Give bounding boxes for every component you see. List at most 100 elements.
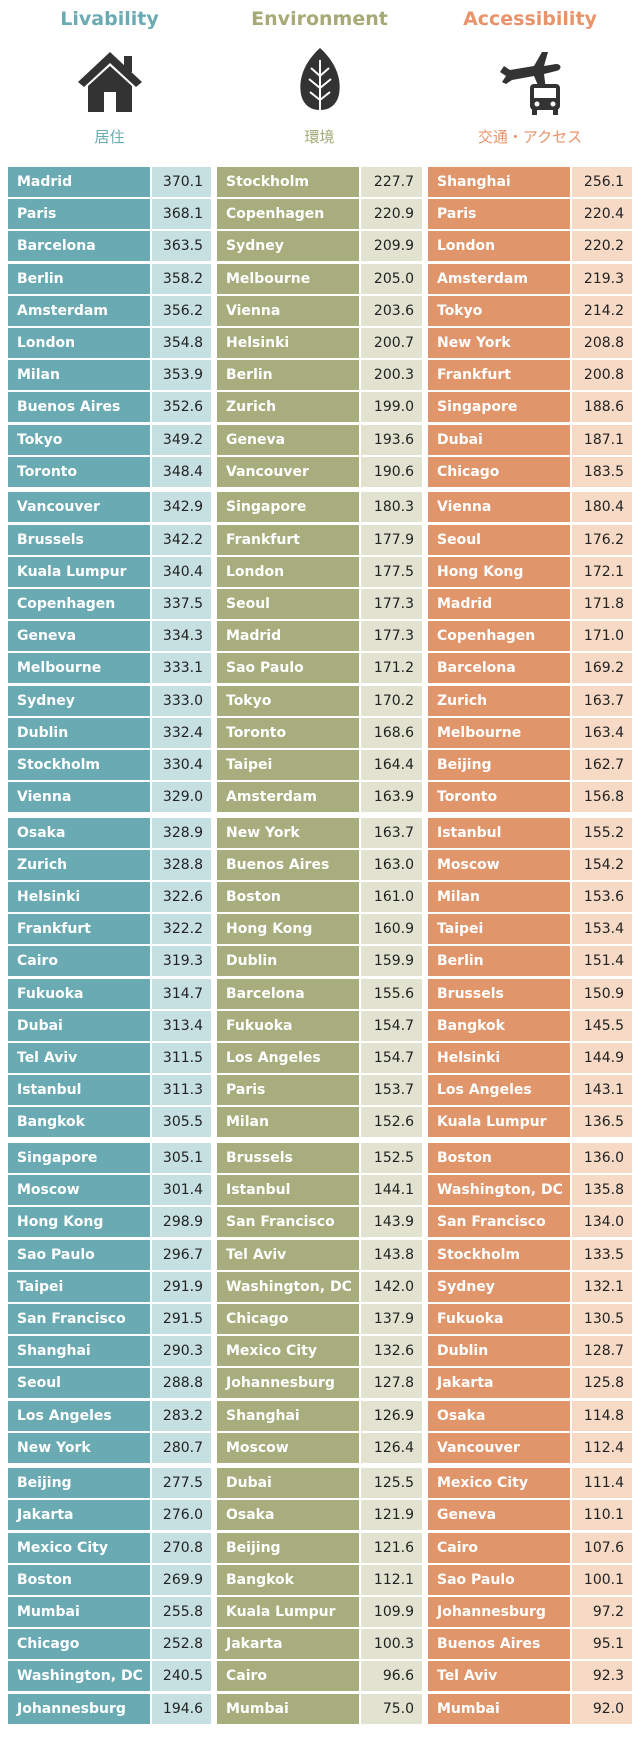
city-score: 154.7 [361,1010,422,1041]
table-row: Zurich 328.8 [8,849,211,880]
city-name: Toronto [217,717,359,748]
table-row: Tokyo 170.2 [217,685,422,716]
city-score: 153.4 [572,914,632,945]
city-name: Sydney [217,231,359,262]
city-name: Bangkok [8,1107,150,1138]
city-score: 334.3 [152,621,211,652]
city-name: Milan [8,360,150,391]
table-row: Barcelona 363.5 [8,231,211,262]
city-score: 193.6 [361,424,422,455]
city-name: New York [8,1432,150,1463]
table-row: Bangkok 305.5 [8,1107,211,1138]
city-name: Hong Kong [8,1207,150,1238]
city-name: Osaka [8,817,150,848]
table-row: Brussels 342.2 [8,524,211,555]
city-score: 144.9 [572,1043,632,1073]
table-row: Melbourne 205.0 [217,263,422,294]
city-name: Helsinki [428,1043,570,1073]
city-name: Madrid [8,167,150,197]
city-score: 194.6 [152,1693,211,1724]
table-row: Mumbai 75.0 [217,1693,422,1724]
city-name: Boston [8,1564,150,1595]
table-row: Cairo 319.3 [8,946,211,977]
city-name: Geneva [428,1500,570,1531]
city-name: New York [428,328,570,358]
city-name: Melbourne [428,717,570,748]
table-row: Dubai 313.4 [8,1010,211,1041]
city-name: Singapore [8,1142,150,1173]
city-name: Amsterdam [8,295,150,326]
table-row: Tel Aviv 143.8 [217,1239,422,1270]
city-name: Melbourne [8,653,150,684]
table-row: Tel Aviv 92.3 [428,1661,632,1692]
table-row: Hong Kong 298.9 [8,1207,211,1238]
city-score: 136.0 [572,1142,632,1173]
city-score: 269.9 [152,1564,211,1595]
city-score: 164.4 [361,749,422,780]
city-score: 100.1 [572,1564,632,1595]
city-score: 277.5 [152,1468,211,1499]
city-score: 288.8 [152,1368,211,1399]
table-row: Kuala Lumpur 109.9 [217,1597,422,1627]
city-name: Los Angeles [8,1400,150,1431]
city-name: Brussels [8,524,150,555]
table-row: Geneva 193.6 [217,424,422,455]
city-score: 328.8 [152,849,211,880]
city-score: 111.4 [572,1468,632,1499]
environment-column: Environment 環境 Stockholm 227.7 Copenhagen 2… [217,0,422,1750]
city-name: Mumbai [217,1693,359,1724]
city-score: 356.2 [152,295,211,326]
city-score: 160.9 [361,914,422,945]
city-name: Geneva [8,621,150,652]
table-row: Paris 153.7 [217,1075,422,1106]
table-row: Paris 220.4 [428,199,632,230]
table-row: Shanghai 126.9 [217,1400,422,1431]
city-score: 137.9 [361,1303,422,1334]
table-row: Beijing 162.7 [428,749,632,780]
table-row: London 354.8 [8,328,211,358]
city-score: 358.2 [152,263,211,294]
table-row: Dublin 159.9 [217,946,422,977]
city-score: 168.6 [361,717,422,748]
table-row: Tel Aviv 311.5 [8,1043,211,1073]
city-score: 163.0 [361,849,422,880]
city-score: 92.0 [572,1693,632,1724]
city-name: Washington, DC [8,1661,150,1692]
table-row: Buenos Aires 95.1 [428,1629,632,1660]
table-row: Berlin 358.2 [8,263,211,294]
city-name: Paris [8,199,150,230]
table-row: London 177.5 [217,556,422,587]
table-row: Sao Paulo 100.1 [428,1564,632,1595]
table-row: Berlin 200.3 [217,360,422,391]
table-row: Mumbai 255.8 [8,1597,211,1627]
city-name: Barcelona [8,231,150,262]
city-score: 177.9 [361,524,422,555]
city-name: Buenos Aires [8,392,150,423]
city-score: 296.7 [152,1239,211,1270]
table-row: Moscow 154.2 [428,849,632,880]
city-score: 75.0 [361,1693,422,1724]
city-name: Sao Paulo [8,1239,150,1270]
city-score: 203.6 [361,295,422,326]
city-score: 187.1 [572,424,632,455]
city-name: Washington, DC [217,1271,359,1302]
city-score: 169.2 [572,653,632,684]
city-score: 97.2 [572,1597,632,1627]
city-name: Amsterdam [217,782,359,813]
city-name: Vancouver [428,1432,570,1463]
city-name: Kuala Lumpur [217,1597,359,1627]
city-score: 110.1 [572,1500,632,1531]
city-name: London [428,231,570,262]
city-score: 209.9 [361,231,422,262]
table-row: Paris 368.1 [8,199,211,230]
table-row: Copenhagen 220.9 [217,199,422,230]
table-row: Vancouver 342.9 [8,492,211,523]
city-score: 227.7 [361,167,422,197]
city-score: 112.1 [361,1564,422,1595]
city-name: Frankfurt [217,524,359,555]
table-row: Amsterdam 219.3 [428,263,632,294]
table-row: Brussels 152.5 [217,1142,422,1173]
city-score: 311.5 [152,1043,211,1073]
table-row: Fukuoka 314.7 [8,978,211,1009]
